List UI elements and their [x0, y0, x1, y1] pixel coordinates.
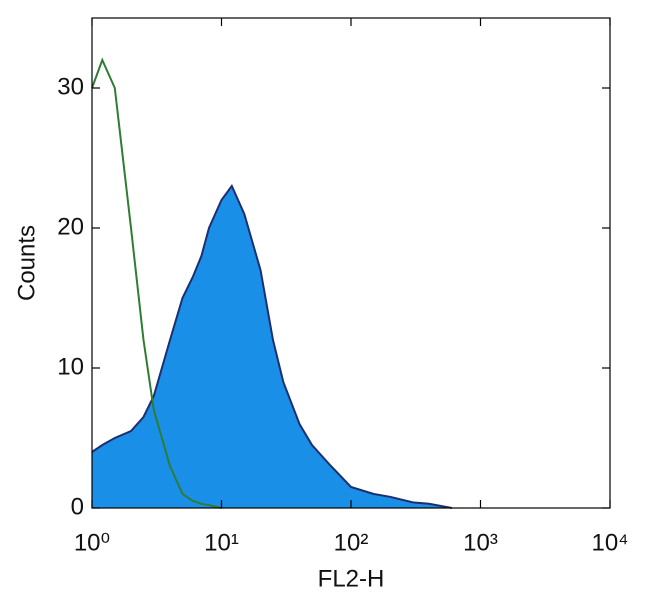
x-tick-label: 10¹: [204, 529, 239, 556]
histogram-area: [92, 186, 452, 508]
x-tick-label: 10²: [334, 529, 369, 556]
histogram-line: [91, 184, 452, 509]
y-tick-label: 20: [57, 213, 84, 240]
y-tick-label: 30: [57, 73, 84, 100]
y-tick-label: 0: [71, 493, 84, 520]
y-axis-label: Counts: [13, 225, 40, 301]
x-axis-label: FL2-H: [318, 565, 385, 592]
x-tick-label: 10³: [463, 529, 498, 556]
y-tick-label: 10: [57, 353, 84, 380]
x-tick-label: 10⁰: [74, 529, 110, 556]
histogram-line: [91, 57, 222, 509]
x-tick-label: 10⁴: [591, 529, 628, 556]
